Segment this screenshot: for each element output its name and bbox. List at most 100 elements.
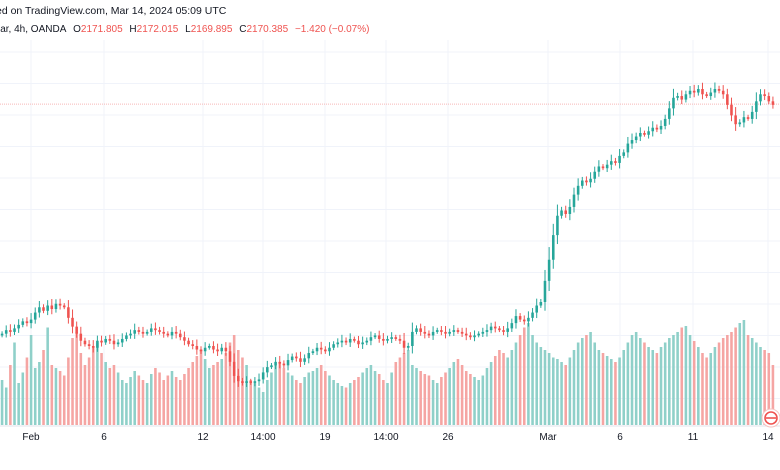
volume-bar [303,377,306,425]
volume-bar [738,323,742,425]
volume-bar [212,365,215,425]
time-tick-label: 6 [617,432,623,443]
candle [241,381,244,383]
candle [245,381,248,383]
volume-bar [278,362,282,425]
candle [4,330,8,334]
volume-bar [755,342,758,425]
volume-bar [96,342,99,425]
candle [726,94,729,105]
publish-info: ed on TradingView.com, Mar 14, 2024 05:0… [0,5,227,17]
volume-bar [763,350,766,425]
volume-bar [543,350,547,425]
volume-bar [83,365,87,425]
volume-bar [668,338,671,425]
volume-bar [539,347,543,425]
candle [208,345,211,348]
candle [145,331,149,334]
candle [605,164,609,169]
volume-bar [477,380,480,425]
volume-bar [241,357,244,425]
candle [469,335,472,338]
candle [593,171,597,179]
volume-bar [767,353,771,425]
volume-bar [290,375,294,425]
candle [560,210,563,216]
volume-bar [33,368,37,425]
candle [324,349,327,352]
volume-bar [386,383,389,425]
candle [79,333,83,341]
candle [357,340,360,345]
candle [129,333,132,336]
candle [348,338,352,343]
ohlc-legend: lar, 4h, OANDA O2171.805 H2172.015 L2169… [0,24,369,35]
time-tick-label: 19 [319,432,331,443]
candle [734,115,737,125]
volume-bar [261,392,265,425]
candle [585,180,588,183]
volume-bar [688,335,692,425]
candle [203,347,207,352]
candle [13,328,16,332]
volume-bar [402,353,406,425]
symbol-label: lar, 4h, OANDA [0,24,67,35]
volume-bar [692,341,696,425]
candle [224,347,228,352]
candle [38,307,41,313]
volume-bar [717,342,721,425]
candle [668,108,671,119]
candle [771,101,775,105]
volume-bar [266,380,269,425]
volume-bar [655,353,659,425]
volume-bar [17,383,20,425]
candle [709,92,713,97]
candle [742,117,746,123]
volume-bar [713,347,717,425]
volume-bar [701,353,704,425]
open-value: 2171.805 [80,24,123,35]
volume-bar [38,362,41,425]
volume-bar [390,372,393,425]
volume-bar [423,374,427,425]
candle [539,301,543,306]
volume-bar [203,359,207,425]
volume-bar [336,383,340,425]
candle [286,360,290,366]
candle [452,330,456,332]
volume-bar [307,372,311,425]
candle [506,328,509,332]
volume-bar [79,353,83,425]
volume-bar [377,374,381,425]
candle [750,111,754,119]
volume-bar [560,362,563,425]
volume-bar [125,383,128,425]
time-tick-label: 12 [197,432,209,443]
candle [25,321,29,324]
candle [67,307,70,318]
volume-bar [166,375,170,425]
candle [518,316,522,320]
volume-bar [315,368,319,425]
volume-bar [518,335,522,425]
candle [249,381,253,383]
tradingview-logo-icon[interactable] [761,408,780,428]
candle [29,319,33,324]
candle [663,118,667,126]
candle [237,375,240,382]
candle [535,305,538,313]
volume-bar [141,380,145,425]
candle [415,328,418,332]
volume-bar [183,374,186,425]
candle [684,94,688,100]
volume-bar [605,356,609,425]
candle [253,381,257,383]
volume-bar [485,368,489,425]
volume-bar [576,342,580,425]
candle [406,345,410,348]
candle [767,96,771,102]
volume-bar [618,357,621,425]
volume-bar [270,372,273,425]
candle [473,335,476,338]
